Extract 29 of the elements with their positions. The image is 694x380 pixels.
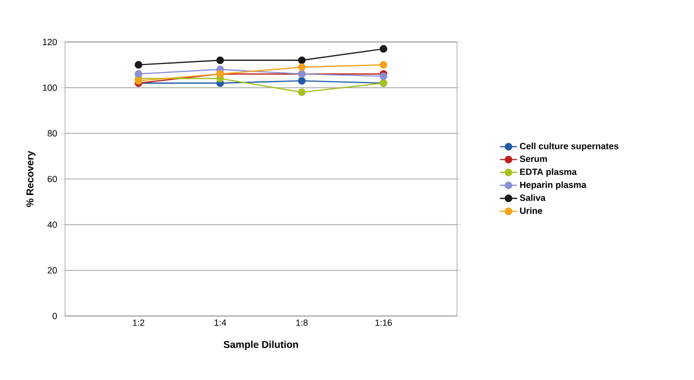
y-axis-title: % Recovery: [26, 150, 36, 207]
point: [298, 88, 306, 96]
legend-label: Serum: [520, 156, 547, 162]
point: [298, 56, 306, 64]
y-tick-label: 120: [42, 38, 57, 46]
legend-label: Saliva: [520, 194, 546, 201]
y-tick-label: 0: [52, 312, 57, 320]
legend-label: Cell culture supernates: [520, 142, 618, 152]
legend-label: Heparin plasma: [520, 181, 586, 190]
y-tick-label: 20: [48, 267, 57, 274]
point: [298, 77, 306, 85]
x-tick-label: 1:4: [214, 320, 226, 326]
y-tick-label: 60: [48, 176, 57, 182]
point: [298, 63, 306, 71]
point: [134, 61, 142, 69]
x-tick-label: 1:2: [132, 320, 144, 326]
point: [216, 56, 224, 64]
y-tick-label: 40: [47, 221, 57, 228]
point: [380, 45, 388, 53]
x-axis-title: Sample Dilution: [224, 340, 298, 350]
x-tick-label: 1:16: [375, 320, 392, 326]
y-tick-label: 80: [48, 130, 57, 137]
x-tick-label: 1:8: [296, 320, 308, 326]
point: [380, 72, 388, 80]
legend-label: Urine: [520, 207, 542, 214]
point: [380, 61, 388, 69]
legend-label: EDTA plasma: [520, 168, 577, 177]
point: [134, 70, 142, 78]
y-tick-label: 100: [42, 84, 57, 91]
